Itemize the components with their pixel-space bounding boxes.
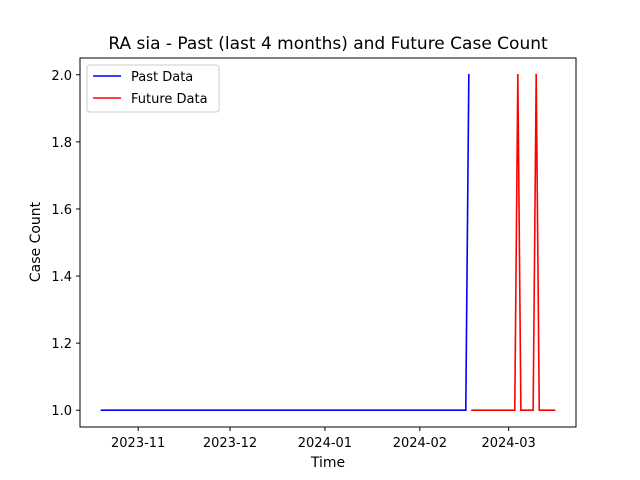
- data-point: [553, 409, 556, 412]
- x-tick-label: 2023-11: [111, 436, 165, 451]
- y-tick-label: 1.4: [51, 270, 72, 285]
- series-line-future: [471, 73, 555, 412]
- plot-frame: [79, 57, 577, 428]
- data-point: [100, 409, 103, 412]
- y-tick-label: 1.8: [51, 136, 72, 151]
- legend-label-past: Past Data: [131, 70, 193, 85]
- y-axis: 1.0 1.2 1.4 1.6 1.8 2.0: [51, 69, 80, 419]
- x-tick-label: 2024-02: [393, 436, 447, 451]
- data-point: [464, 409, 467, 412]
- y-tick-label: 2.0: [51, 69, 72, 84]
- x-axis: 2023-11 2023-12 2024-01 2024-02 2024-03: [111, 427, 536, 451]
- y-tick-label: 1.6: [51, 203, 72, 218]
- x-axis-title: Time: [310, 455, 345, 471]
- data-point: [538, 409, 541, 412]
- series-layer: [100, 73, 556, 412]
- y-tick-label: 1.2: [51, 337, 72, 352]
- data-point: [513, 409, 516, 412]
- y-tick-label: 1.0: [51, 404, 72, 419]
- data-point: [516, 73, 519, 76]
- data-point: [467, 73, 470, 76]
- x-tick-label: 2024-01: [298, 436, 352, 451]
- legend: Past Data Future Data: [86, 64, 220, 113]
- x-tick-label: 2023-12: [203, 436, 257, 451]
- data-point: [532, 409, 535, 412]
- legend-label-future: Future Data: [131, 92, 208, 107]
- series-line-past: [101, 74, 470, 412]
- x-tick-label: 2024-03: [481, 436, 535, 451]
- data-point: [471, 409, 473, 412]
- data-point: [519, 409, 522, 412]
- data-point: [535, 73, 538, 76]
- y-axis-title: Case Count: [28, 201, 44, 282]
- chart-title: RA sia - Past (last 4 months) and Future…: [108, 34, 548, 54]
